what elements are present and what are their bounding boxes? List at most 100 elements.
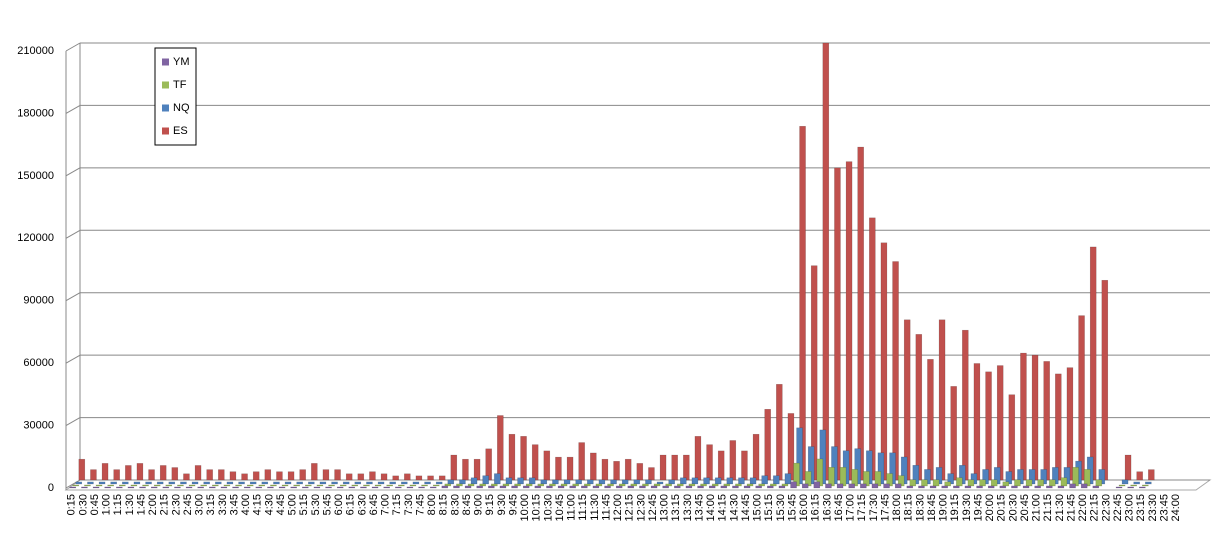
bar [311, 463, 318, 481]
y-tick-label: 60000 [23, 357, 54, 369]
bar [296, 481, 303, 485]
x-tick-label: 13:45 [693, 494, 705, 522]
x-tick-label: 3:45 [228, 494, 240, 515]
x-tick-label: 8:15 [438, 494, 450, 515]
bar [325, 486, 332, 489]
x-tick-label: 23:00 [1124, 494, 1136, 522]
bar [708, 485, 716, 489]
bar [1136, 471, 1143, 481]
bar [848, 483, 855, 489]
bar [999, 485, 1007, 489]
x-tick-label: 23:15 [1135, 494, 1147, 522]
bar [270, 484, 277, 487]
x-tick-label: 18:45 [926, 494, 938, 522]
bar [1031, 354, 1039, 481]
bar [1008, 394, 1016, 481]
bar [1057, 485, 1065, 489]
bar [136, 463, 144, 481]
bar [883, 483, 890, 489]
x-tick-label: 13:00 [659, 494, 671, 522]
bar [203, 481, 210, 485]
bar [776, 384, 783, 481]
bar [650, 485, 658, 489]
bar [1025, 479, 1033, 487]
x-tick-label: 12:30 [635, 494, 647, 522]
x-tick-label: 10:00 [519, 494, 531, 522]
grid-line-side [65, 229, 81, 239]
x-tick-label: 2:15 [159, 494, 171, 515]
bar [293, 484, 300, 487]
bar [1046, 485, 1053, 489]
bar [92, 486, 100, 489]
bar [1089, 246, 1097, 481]
bar [200, 484, 207, 487]
bar [668, 479, 675, 485]
bar [441, 485, 449, 489]
x-tick-label: 0:45 [89, 494, 101, 515]
x-tick-label: 14:45 [740, 494, 752, 522]
bar [639, 485, 646, 489]
bar [183, 473, 190, 481]
bar [932, 479, 940, 487]
bar [84, 484, 91, 487]
x-tick-label: 12:15 [624, 494, 636, 522]
bar [75, 481, 83, 485]
bar [322, 469, 330, 481]
bar [813, 481, 821, 489]
bar [81, 486, 88, 489]
bar [557, 485, 565, 489]
x-tick-label: 18:00 [891, 494, 903, 522]
bar [973, 363, 981, 481]
bar [726, 477, 734, 485]
x-tick-label: 2:30 [170, 494, 182, 515]
legend-swatch [162, 104, 169, 112]
grid-line-side [65, 479, 81, 489]
bar [369, 471, 376, 481]
bar [615, 485, 623, 489]
bar [511, 485, 518, 489]
bar [755, 485, 762, 489]
bar [249, 481, 257, 485]
bar [226, 481, 234, 485]
x-tick-label: 15:45 [786, 494, 798, 522]
bar [180, 481, 187, 485]
bar [435, 481, 443, 485]
bar [967, 479, 975, 487]
bar [627, 485, 635, 489]
bar [929, 485, 937, 489]
bar [987, 485, 995, 489]
x-tick-label: 6:45 [368, 494, 380, 515]
x-tick-label: 9:30 [496, 494, 508, 515]
bar [691, 477, 699, 485]
x-tick-label: 6:00 [333, 494, 345, 515]
bar [871, 483, 879, 489]
y-tick-label: 90000 [23, 295, 54, 307]
bar [990, 479, 998, 487]
bar [174, 486, 181, 489]
bar [185, 486, 193, 489]
bar [610, 479, 617, 485]
x-tick-label: 13:30 [682, 494, 694, 522]
y-tick-label: 120000 [17, 232, 54, 244]
legend-label: NQ [173, 102, 190, 114]
bar [845, 161, 853, 481]
bar [119, 484, 126, 487]
bar [281, 484, 289, 487]
bar [950, 386, 957, 481]
bar [764, 408, 771, 481]
bar [1034, 485, 1041, 489]
bar [674, 485, 681, 489]
x-tick-label: 15:15 [763, 494, 775, 522]
bar [171, 467, 179, 481]
bar [386, 484, 393, 487]
y-tick-label: 150000 [17, 170, 54, 182]
bar [319, 481, 327, 485]
bar [1092, 485, 1100, 489]
bar [139, 486, 146, 489]
bar [799, 125, 806, 481]
bar [145, 481, 152, 485]
bar [177, 484, 184, 487]
x-tick-label: 1:45 [135, 494, 147, 515]
bar [1066, 367, 1074, 481]
bar [1130, 484, 1137, 487]
